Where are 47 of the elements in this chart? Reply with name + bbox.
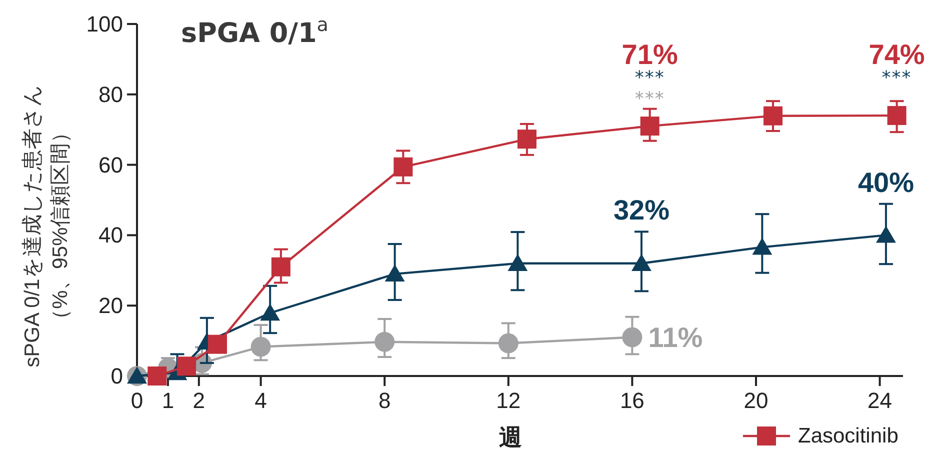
legend: Zasocitinib [743,424,898,448]
x-tick-label: 4 [254,388,267,413]
point [260,303,280,321]
point [640,116,660,136]
x-tick-label: 20 [744,388,768,413]
x-tick-label: 16 [620,388,644,413]
data-label: 40% [858,166,914,198]
point [887,106,906,126]
point [394,157,413,176]
y-tick-label: 60 [98,152,123,178]
point [498,333,518,354]
point [764,106,783,126]
annotation: *** [634,88,665,110]
x-tick-label: 1 [162,388,174,413]
point [271,257,290,276]
point [148,366,167,386]
x-tick-label: 24 [868,388,892,413]
y-tick-label: 100 [86,12,123,36]
point [250,336,271,357]
y-tick-label: 40 [98,222,123,248]
point [876,226,896,243]
y-tick-label: 0 [110,364,123,388]
x-tick-label: 0 [130,388,144,413]
point [208,334,227,354]
data-label: 32% [613,194,670,226]
data-label: 71% [622,39,678,70]
x-tick-label: 2 [192,388,206,413]
annotation: *** [882,68,912,89]
x-axis-title: 週 [498,424,522,450]
x-tick-label: 12 [496,388,521,413]
data-label: 74% [868,39,925,70]
point [374,332,395,352]
point [752,238,772,255]
x-tick-label: 8 [378,388,391,413]
chart-title: sPGA 0/1$^{a}$ [181,14,328,49]
point [177,356,196,376]
data-label: 11% [648,322,703,353]
point [622,327,642,348]
y-tick-label: 20 [98,293,123,318]
point [384,264,405,282]
legend-label: Zasocitinib [798,424,898,448]
point [517,130,536,149]
point [632,254,652,271]
y-axis-title: sPGA 0/1を達成した患者さん（%、95%信頼区間） [20,84,72,368]
point [508,254,528,271]
y-tick-label: 80 [98,82,123,107]
annotation: *** [634,68,665,89]
